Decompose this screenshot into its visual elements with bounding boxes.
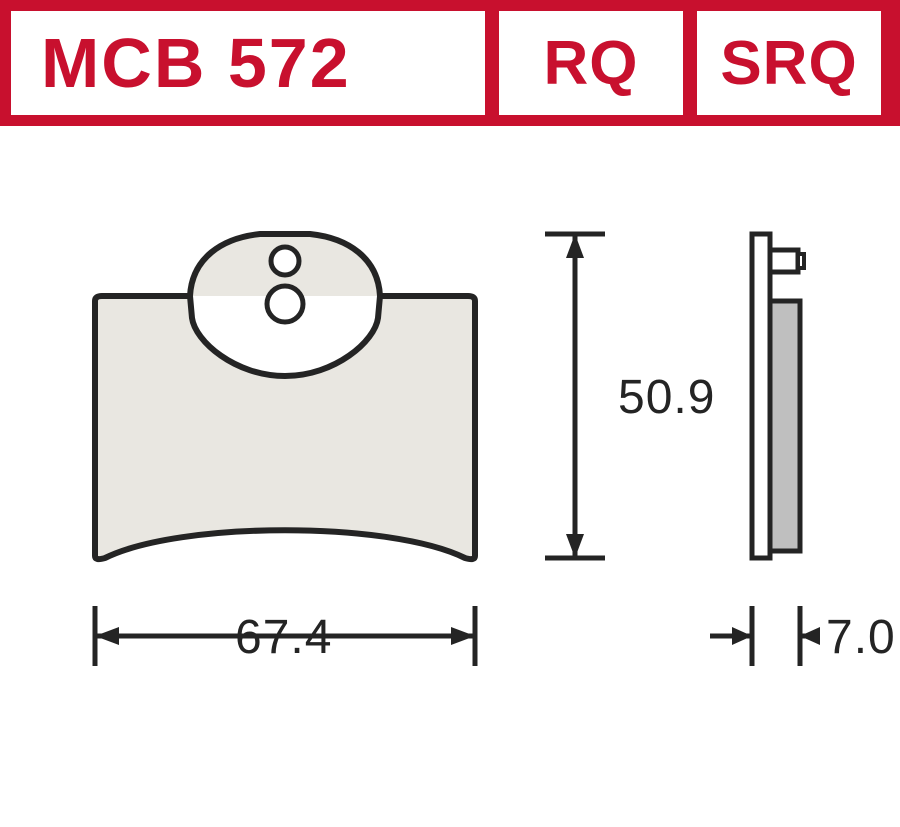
header-part-number: MCB 572 <box>8 8 488 118</box>
dim-thickness <box>710 606 820 666</box>
technical-drawing: 50.9 67.4 7.0 <box>0 126 900 826</box>
label-height: 50.9 <box>618 370 715 425</box>
product-spec-frame: MCB 572 RQ SRQ <box>0 0 900 827</box>
dim-height <box>545 234 605 558</box>
drawing-svg <box>0 126 900 826</box>
label-thickness: 7.0 <box>826 610 896 665</box>
side-view <box>752 234 804 558</box>
header-variant-1: RQ <box>496 8 686 118</box>
label-width: 67.4 <box>235 610 332 665</box>
header-bar: MCB 572 RQ SRQ <box>0 0 900 126</box>
header-variant-2: SRQ <box>694 8 884 118</box>
front-view <box>95 234 475 559</box>
